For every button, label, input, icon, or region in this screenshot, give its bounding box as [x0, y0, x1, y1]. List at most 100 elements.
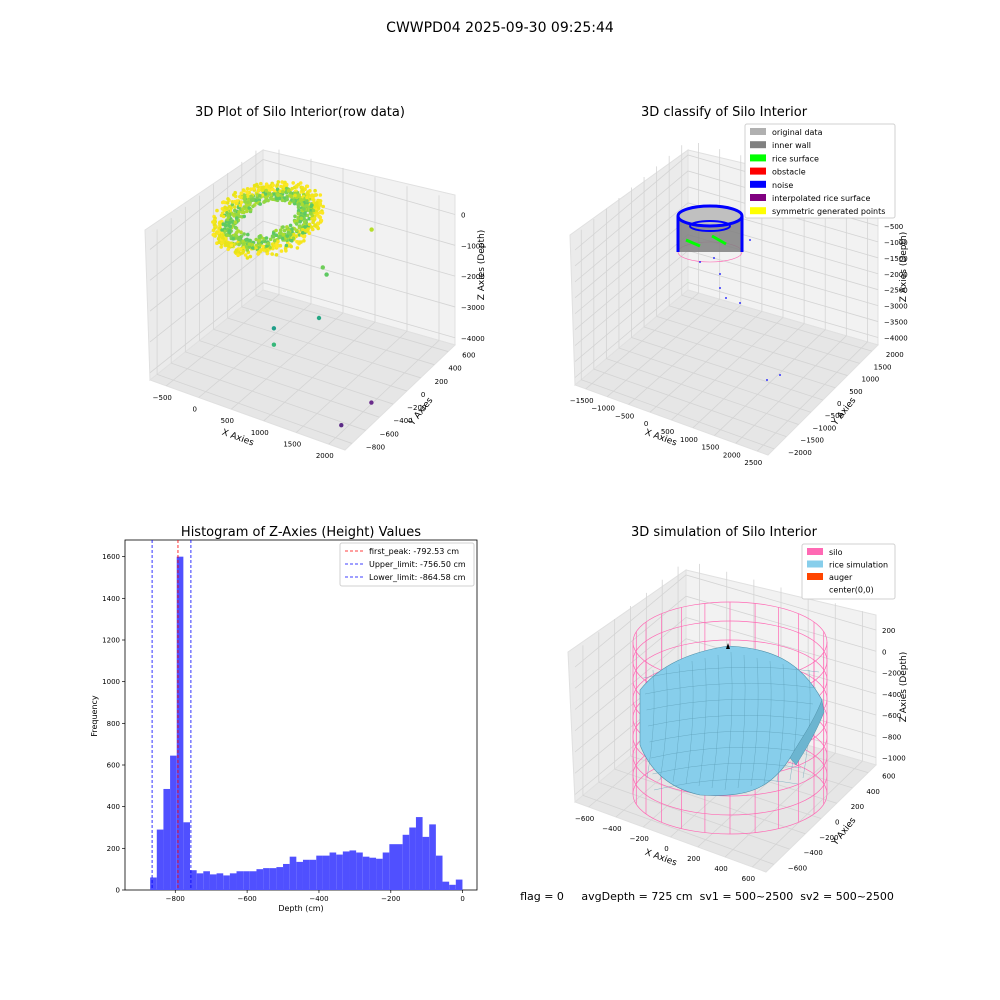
cls-z-tick-label: −4000: [884, 335, 908, 343]
raw-data-point: [219, 245, 223, 249]
histogram-x-tick-label: −800: [166, 895, 185, 903]
histogram-bar: [183, 822, 190, 890]
histogram-bar: [349, 850, 356, 890]
histogram-bar: [409, 828, 416, 891]
raw-z-tick-label: −4000: [461, 335, 485, 343]
classify-legend-label: obstacle: [772, 168, 806, 177]
raw-data-point: [298, 220, 302, 224]
raw-data-point: [288, 201, 292, 205]
raw-data-point: [234, 250, 238, 254]
histogram-bar: [250, 871, 257, 890]
raw-data-point: [267, 242, 271, 246]
raw-data-point: [303, 212, 307, 216]
histogram-legend-label: Upper_limit: -756.50 cm: [369, 560, 466, 569]
raw-data-point: [237, 237, 241, 241]
raw-outlier-point: [272, 343, 276, 347]
raw-data-point: [272, 232, 276, 236]
simulation-legend-label: auger: [829, 573, 853, 582]
raw-data-point: [256, 185, 260, 189]
simulation-legend-swatch: [807, 573, 823, 580]
raw-data-point: [318, 199, 322, 203]
raw-data-point: [243, 200, 247, 204]
raw-data-point: [226, 248, 230, 252]
raw-data-point: [215, 209, 219, 213]
histogram-bar: [150, 878, 157, 891]
histogram-bar: [323, 856, 330, 890]
raw-data-point: [212, 220, 216, 224]
histogram-bar: [429, 824, 436, 890]
histogram-bar: [290, 857, 297, 890]
histogram-bar: [383, 853, 390, 891]
status-footer: flag = 0 avgDepth = 725 cm sv1 = 500~250…: [520, 890, 894, 903]
raw-data-point: [267, 185, 271, 189]
raw-data-point: [292, 233, 296, 237]
cls-z-tick-label: −3000: [884, 303, 908, 311]
histogram-bar: [230, 873, 237, 890]
histogram-bar: [356, 853, 363, 891]
raw-data-point: [302, 207, 306, 211]
histogram-y-tick-label: 1600: [102, 553, 120, 561]
histogram-legend-label: first_peak: -792.53 cm: [369, 547, 459, 556]
raw-data-point: [292, 199, 296, 203]
raw-data-point: [237, 229, 241, 233]
raw-data-point: [249, 187, 253, 191]
raw-y-tick-label: 0: [421, 391, 425, 399]
raw-data-point: [312, 198, 316, 202]
histogram-bar: [343, 851, 350, 890]
noise-point: [766, 379, 768, 381]
raw-data-point: [226, 242, 230, 246]
sim-y-tick-label: −600: [788, 864, 807, 872]
histogram-y-tick-label: 200: [107, 845, 120, 853]
sim-z-tick-label: −1000: [882, 755, 906, 763]
raw-data-point: [249, 195, 253, 199]
raw-data-point: [306, 185, 310, 189]
histogram-bar: [416, 817, 423, 890]
cls-z-tick-label: −500: [884, 223, 903, 231]
raw-data-point: [242, 242, 246, 246]
raw-data-point: [289, 245, 293, 249]
sim-x-tick-label: 200: [687, 855, 700, 863]
raw-data-point: [268, 192, 272, 196]
sim-y-tick-label: 200: [851, 803, 864, 811]
cls-y-tick-label: −1500: [800, 437, 824, 445]
raw-data-point: [253, 184, 257, 188]
raw-data-point: [250, 198, 254, 202]
raw-data-point: [221, 240, 225, 244]
raw-data-point: [313, 189, 317, 193]
classify-plot-title: 3D classify of Silo Interior: [641, 105, 808, 120]
sim-x-tick-label: 0: [664, 845, 668, 853]
sim-z-tick-label: −800: [882, 733, 901, 741]
simulation-legend-label: center(0,0): [829, 586, 874, 595]
raw-data-point: [308, 223, 312, 227]
raw-data-point: [289, 233, 293, 237]
noise-point: [749, 239, 751, 241]
sim-x-tick-label: −400: [602, 825, 621, 833]
raw-data-point: [215, 230, 219, 234]
raw-data-point: [302, 239, 306, 243]
raw-data-point: [287, 189, 291, 193]
raw-z-tick-label: 0: [461, 212, 465, 220]
histogram-bar: [203, 871, 210, 890]
raw-data-point: [233, 205, 237, 209]
raw-data-point: [234, 202, 238, 206]
histogram-x-label: Depth (cm): [278, 904, 323, 913]
raw-outlier-point: [369, 400, 373, 404]
simulation-legend-swatch: [807, 561, 823, 568]
raw-data-point: [251, 205, 255, 209]
raw-data-point: [264, 192, 268, 196]
raw-data-point: [283, 181, 287, 185]
raw-data-point: [282, 233, 286, 237]
raw-data-point: [226, 201, 230, 205]
cls-x-tick-label: 2000: [723, 451, 741, 459]
raw-data-point: [241, 207, 245, 211]
raw-data-point: [275, 253, 279, 257]
raw-data-point: [245, 191, 249, 195]
raw-data-point: [225, 211, 229, 215]
raw-data-point: [297, 193, 301, 197]
simulation-z-label: Z Axies (Depth): [899, 652, 909, 723]
raw-data-point: [238, 195, 242, 199]
raw-data-point: [314, 202, 318, 206]
cls-x-tick-label: 2500: [744, 459, 762, 467]
raw-data-point: [261, 245, 265, 249]
sim-y-tick-label: 400: [866, 788, 879, 796]
